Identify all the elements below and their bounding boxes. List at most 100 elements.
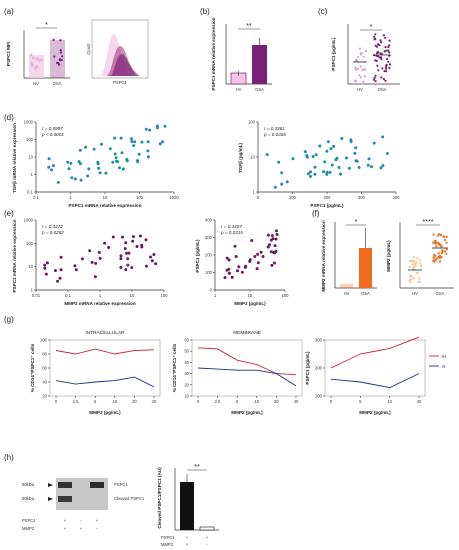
data-point xyxy=(382,34,385,37)
g-right-xlabel: MMP2 (pg/mL) xyxy=(359,410,391,415)
data-point xyxy=(345,156,348,160)
data-point xyxy=(445,241,448,244)
x-tick-label: 1000 xyxy=(169,195,179,200)
cat-hv: HV xyxy=(33,81,39,86)
data-point xyxy=(136,160,140,164)
data-point xyxy=(439,233,443,237)
x-tick-label: 40 xyxy=(294,399,299,404)
data-point xyxy=(119,257,123,261)
x-tick-label: 1 xyxy=(99,293,102,298)
data-point xyxy=(339,172,343,176)
y-tick-label: 100 xyxy=(205,270,213,275)
data-point xyxy=(31,64,34,67)
data-point xyxy=(113,152,117,156)
data-point xyxy=(266,233,270,237)
x-tick-label: 2.5 xyxy=(215,399,221,404)
data-point xyxy=(274,237,278,241)
x-tick-label: 5 xyxy=(236,399,239,404)
data-point xyxy=(380,76,383,79)
data-point xyxy=(385,49,388,52)
data-point xyxy=(385,70,388,73)
d-right-xlabel: PSPC1 (pg/mL) xyxy=(310,203,344,208)
data-point xyxy=(309,174,312,178)
data-point xyxy=(156,126,159,130)
data-point xyxy=(318,144,322,148)
data-point xyxy=(378,56,381,59)
x-tick-label: 10 xyxy=(130,293,135,298)
row2-val: + xyxy=(80,526,83,531)
data-point xyxy=(30,62,34,65)
data-point xyxy=(357,166,361,169)
data-point xyxy=(349,140,353,144)
data-point xyxy=(309,170,312,174)
data-point xyxy=(362,80,365,83)
band-label-bot: Cleaved PSPC1 xyxy=(114,496,145,501)
hist-xlabel: PSPC1 xyxy=(113,80,127,85)
panel-c-ylabel: PSPC1 (pg/mL) xyxy=(331,37,336,71)
data-point xyxy=(438,256,441,260)
data-point xyxy=(347,166,351,170)
data-point xyxy=(256,261,260,265)
g-legend: IH N xyxy=(429,354,446,369)
panel-b: (b) PSPC1 mRNA relative expression ** HV… xyxy=(200,7,272,92)
data-point xyxy=(59,39,62,42)
h-row1-val: + xyxy=(186,535,189,540)
e-left-p: p = 0.0282 xyxy=(41,230,64,235)
panel-b-ylabel: PSPC1 mRNA relative expression xyxy=(211,17,216,90)
data-point xyxy=(255,267,259,271)
y-tick-label: 1 xyxy=(31,172,34,177)
data-point xyxy=(146,140,150,144)
d-right-p: p = 0.0365 xyxy=(263,132,286,137)
f-right-ylabel: MMP2 (pg/mL) xyxy=(386,240,391,272)
data-point xyxy=(121,167,125,171)
data-point xyxy=(416,257,419,260)
e-left-xlabel: MMP2 mRNA relative expression xyxy=(64,301,136,306)
data-point xyxy=(144,264,148,268)
data-point xyxy=(45,261,49,265)
data-point xyxy=(409,281,412,284)
data-point xyxy=(146,149,150,153)
x-tick-label: 0 xyxy=(257,195,260,200)
data-point xyxy=(59,59,62,62)
data-point xyxy=(96,160,100,164)
data-point xyxy=(374,74,377,77)
data-point xyxy=(268,243,271,247)
h-row2-val: - xyxy=(206,542,208,547)
data-point xyxy=(435,245,438,248)
data-point xyxy=(362,55,365,58)
data-point xyxy=(138,234,142,238)
data-point xyxy=(410,275,413,278)
data-point xyxy=(412,265,415,268)
data-point xyxy=(445,248,448,251)
data-point xyxy=(445,252,448,255)
y-tick-label: 200 xyxy=(205,253,213,258)
band-lane3-top xyxy=(90,482,104,488)
data-point xyxy=(80,257,84,261)
data-point xyxy=(240,270,244,274)
data-point xyxy=(388,66,391,70)
y-tick-label: 0.1 xyxy=(27,190,33,195)
y-tick-label: 60 xyxy=(184,338,189,343)
series-line xyxy=(55,348,155,355)
data-point xyxy=(280,182,284,186)
g-right-ylabel: PSPC1 (pg/mL) xyxy=(305,351,310,385)
data-point xyxy=(84,145,88,149)
panel-c-label: (c) xyxy=(318,7,328,16)
data-point xyxy=(59,51,63,54)
data-point xyxy=(355,159,359,163)
data-point xyxy=(413,262,417,265)
data-point xyxy=(43,266,47,270)
data-point xyxy=(137,152,141,156)
x-tick-label: 10 xyxy=(387,399,392,404)
g-left-ylabel: % CD14⁺PSPC1⁺ cells xyxy=(30,343,35,392)
data-point xyxy=(43,263,47,267)
data-point xyxy=(434,254,437,257)
sig-f-left: * xyxy=(355,219,358,226)
data-point xyxy=(144,238,148,242)
x-tick-label: 2.5 xyxy=(73,399,79,404)
bar-cleaved-nommp2 xyxy=(199,526,215,531)
y-tick-label: 0 xyxy=(210,288,213,293)
data-point xyxy=(127,251,131,255)
data-point xyxy=(311,155,315,158)
y-tick-label: 200 xyxy=(315,366,323,371)
